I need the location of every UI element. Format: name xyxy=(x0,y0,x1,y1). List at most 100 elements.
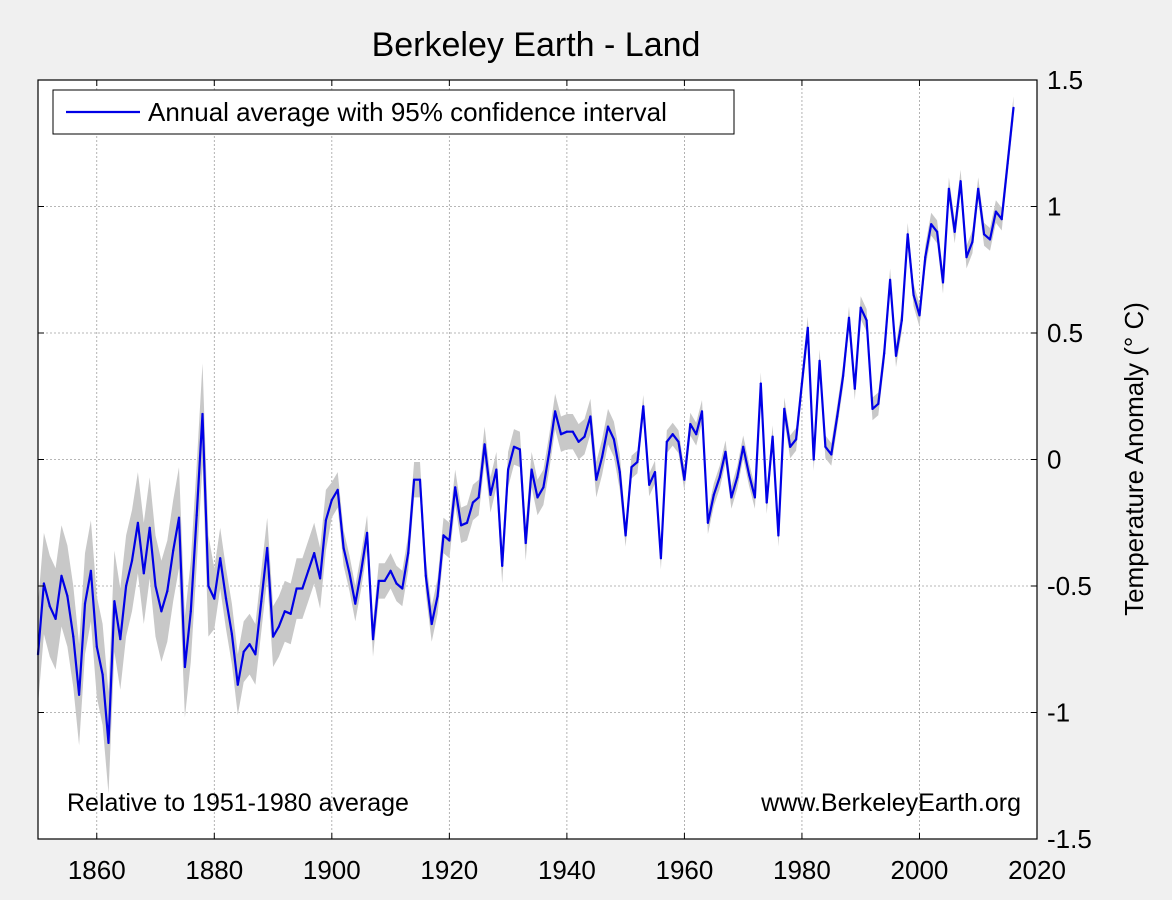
data-point xyxy=(407,552,410,555)
data-point xyxy=(125,584,128,588)
data-point xyxy=(912,293,915,297)
data-point xyxy=(706,521,710,524)
data-point xyxy=(777,534,780,537)
data-point xyxy=(401,587,404,590)
data-point xyxy=(583,435,586,438)
data-point xyxy=(601,455,604,459)
data-point xyxy=(548,450,551,453)
data-point xyxy=(1012,106,1015,109)
data-point xyxy=(847,316,851,319)
data-point xyxy=(636,460,639,464)
data-point xyxy=(665,440,668,443)
data-point xyxy=(266,546,269,550)
chart-title: Berkeley Earth - Land xyxy=(372,26,701,64)
data-point xyxy=(230,633,233,636)
baseline-annotation: Relative to 1951-1980 average xyxy=(67,789,409,817)
source-annotation: www.BerkeleyEarth.org xyxy=(760,789,1021,817)
data-point xyxy=(959,180,962,183)
data-point xyxy=(471,501,474,504)
data-point xyxy=(354,602,357,605)
data-point xyxy=(48,605,51,608)
data-point xyxy=(624,534,627,537)
data-point xyxy=(254,653,257,656)
x-tick-label: 2020 xyxy=(1008,855,1066,885)
data-point xyxy=(465,521,469,524)
data-point xyxy=(166,590,169,593)
data-point xyxy=(107,741,110,745)
data-point xyxy=(554,410,557,413)
data-point xyxy=(307,569,310,572)
data-point xyxy=(565,430,569,433)
data-point xyxy=(213,597,216,600)
data-point xyxy=(906,233,909,236)
data-point xyxy=(795,438,798,441)
data-point xyxy=(142,572,145,575)
y-tick-labels: 1.5 1 0.5 0 -0.5 -1 -1.5 xyxy=(1047,65,1092,854)
data-point xyxy=(54,617,57,621)
plot-frame xyxy=(37,79,1038,840)
data-point xyxy=(72,635,75,638)
data-point xyxy=(477,496,480,499)
data-point xyxy=(1006,162,1009,165)
legend-entry: Annual average with 95% confidence inter… xyxy=(148,97,667,127)
data-point xyxy=(42,582,46,585)
data-point xyxy=(289,612,292,615)
data-point xyxy=(648,483,651,486)
data-point xyxy=(366,531,369,535)
data-point xyxy=(89,569,92,572)
data-point xyxy=(759,382,762,385)
data-point xyxy=(742,445,745,448)
data-point xyxy=(283,610,286,613)
data-point xyxy=(865,319,868,322)
data-point xyxy=(83,602,87,605)
data-point xyxy=(195,514,198,517)
data-point xyxy=(771,435,774,438)
data-point xyxy=(160,610,163,613)
data-point xyxy=(965,256,968,259)
data-point xyxy=(677,440,680,443)
data-point xyxy=(383,579,386,583)
y-tick-label: 0.5 xyxy=(1047,318,1083,348)
data-point xyxy=(130,559,134,562)
data-point xyxy=(595,478,598,481)
data-point xyxy=(507,468,510,471)
data-point xyxy=(724,450,727,453)
data-point xyxy=(177,516,181,519)
data-point xyxy=(301,587,304,590)
data-point xyxy=(642,405,645,408)
data-point xyxy=(518,448,522,451)
data-point xyxy=(577,440,580,443)
data-point xyxy=(953,230,956,233)
data-point xyxy=(859,306,862,309)
data-point xyxy=(889,278,892,281)
data-point xyxy=(95,645,98,648)
data-point xyxy=(571,430,574,433)
data-point xyxy=(748,473,751,476)
data-point xyxy=(448,539,451,542)
data-point xyxy=(941,281,945,284)
data-point xyxy=(442,534,445,537)
data-point xyxy=(295,587,298,590)
data-point xyxy=(836,415,839,418)
data-point xyxy=(148,526,151,529)
data-point xyxy=(236,683,239,686)
y-tick-label: 1.5 xyxy=(1047,65,1083,95)
x-tick-label: 1940 xyxy=(538,855,596,885)
data-point xyxy=(248,643,251,646)
data-point xyxy=(783,407,786,410)
data-point xyxy=(113,600,116,603)
data-point xyxy=(489,493,492,496)
data-point xyxy=(495,468,498,471)
data-point xyxy=(483,443,486,446)
data-point xyxy=(612,438,616,441)
data-point xyxy=(360,569,363,572)
data-point xyxy=(800,382,804,385)
y-tick-label: 0 xyxy=(1047,445,1061,475)
data-point xyxy=(272,635,275,638)
data-point xyxy=(277,625,280,628)
x-tick-label: 1900 xyxy=(303,855,361,885)
data-point xyxy=(736,476,739,479)
data-point xyxy=(983,233,986,236)
x-tick-label: 1980 xyxy=(773,855,831,885)
data-point xyxy=(512,445,516,448)
